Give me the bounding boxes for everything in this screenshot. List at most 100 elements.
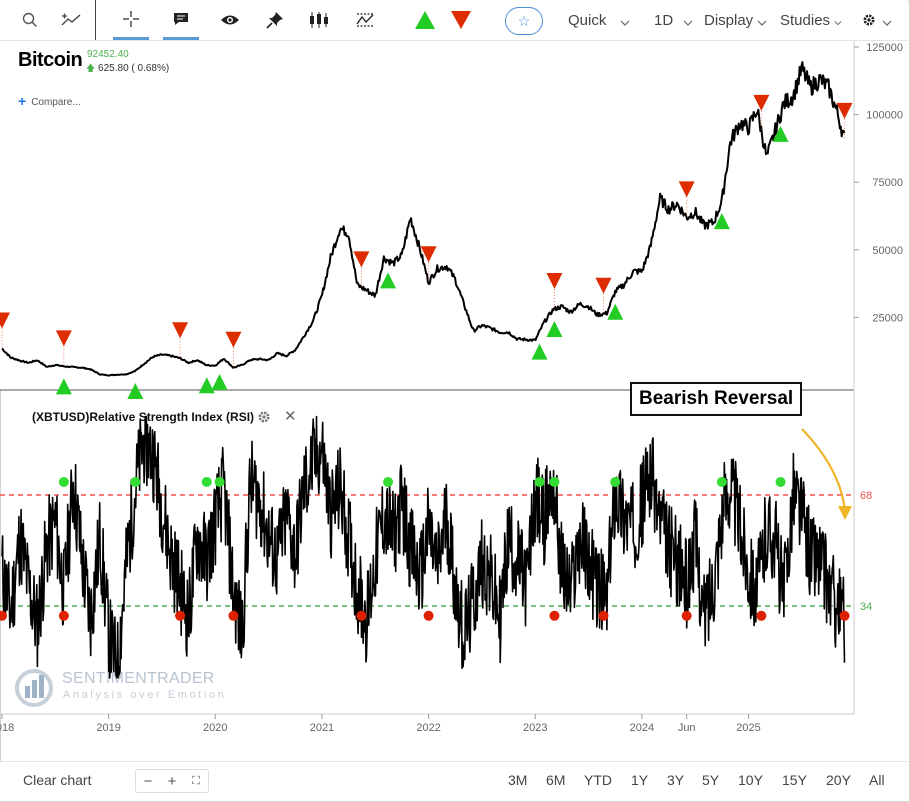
buy-marker-6 (546, 320, 563, 337)
chart-canvas[interactable]: 68 34 25000 50000 75000 100000 125000 2018 2019… (0, 41, 908, 761)
range-all-button[interactable]: All (869, 772, 885, 788)
rsi-oversold-dot-9 (756, 610, 767, 621)
display-dropdown[interactable]: Display (704, 0, 768, 40)
chevron-down-icon (882, 20, 892, 26)
sell-marker-2 (172, 322, 189, 339)
rsi-overbought-dot-4 (383, 476, 394, 487)
axis-layer: 25000 50000 75000 100000 125000 2018 2019 2020 2… (0, 42, 903, 734)
sell-signal-icon[interactable] (448, 0, 474, 40)
candlestick-icon[interactable] (306, 0, 332, 40)
price-y-tick-label-1: 50000 (872, 245, 903, 257)
rsi-overbought-dot-8 (716, 476, 727, 487)
rsi-oversold-dot-0 (0, 610, 7, 621)
studies-label: Studies (780, 11, 831, 29)
zoom-out-button[interactable]: − (143, 772, 153, 790)
range-6m-button[interactable]: 6M (546, 772, 566, 788)
x-tick-label-4: 2022 (416, 722, 440, 734)
favorite-star-button[interactable]: ☆ (505, 7, 543, 35)
buy-marker-4 (380, 272, 397, 289)
rsi-oversold-dot-5 (423, 610, 434, 621)
x-tick-label-2: 2020 (203, 722, 227, 734)
rsi-title: (XBTUSD)Relative Strength Index (RSI) (32, 410, 255, 424)
last-price: 92452.40 (87, 49, 129, 60)
bottom-bar: Clear chart − + ⛶ 3M 6M YTD 1Y 3Y 5Y 10Y… (0, 761, 908, 801)
rsi-overbought-dot-5 (534, 476, 545, 487)
rsi-oversold-dot-10 (839, 610, 850, 621)
buy-marker-3 (211, 374, 228, 391)
chevron-down-icon (757, 20, 767, 26)
up-arrow-icon: 🡅 (86, 63, 96, 73)
zoom-controls: − + ⛶ (135, 769, 209, 793)
rsi-overbought-dot-7 (610, 476, 621, 487)
rsi-overbought-dot-1 (130, 476, 141, 487)
x-tick-label-5: 2023 (523, 722, 547, 734)
x-tick-label-7: Jun (678, 722, 696, 734)
quick-dropdown[interactable]: Quick (568, 0, 643, 40)
range-5y-button[interactable]: 5Y (702, 772, 720, 788)
range-3m-button[interactable]: 3M (508, 772, 528, 788)
price-y-tick-label-0: 25000 (872, 312, 903, 324)
rsi-overbought-dot-6 (549, 476, 560, 487)
crosshair-icon[interactable] (113, 0, 149, 40)
pin-icon[interactable] (263, 0, 287, 40)
price-y-tick-label-2: 75000 (872, 177, 903, 189)
range-ytd-button[interactable]: YTD (584, 772, 612, 788)
display-label: Display (704, 11, 754, 29)
annotation-arrow (801, 428, 847, 514)
rsi-oversold-dot-7 (598, 610, 609, 621)
price-change: 🡅 625.80 ( 0.68%) (86, 61, 169, 77)
buy-signal-icon[interactable] (412, 0, 438, 40)
indicator-icon[interactable] (58, 0, 84, 40)
rsi-y-tick-label-0: 68 (860, 490, 872, 502)
studies-dropdown[interactable]: Studies (780, 0, 842, 40)
fit-button[interactable]: ⛶ (192, 774, 200, 787)
clear-chart-button[interactable]: Clear chart (23, 772, 92, 788)
price-series-layer (0, 61, 853, 399)
range-3y-button[interactable]: 3Y (667, 772, 685, 788)
buy-marker-1 (127, 382, 144, 399)
sell-marker-10 (836, 102, 853, 119)
eye-icon[interactable] (218, 0, 242, 40)
range-10y-button[interactable]: 10Y (738, 772, 763, 788)
sell-marker-5 (420, 246, 437, 263)
compare-button[interactable]: + Compare... (18, 93, 81, 109)
annotation-arrowhead (838, 506, 852, 520)
gear-icon[interactable] (257, 410, 271, 424)
buy-marker-0 (55, 378, 72, 395)
sell-marker-4 (353, 251, 370, 268)
rsi-y-tick-label-1: 34 (860, 601, 872, 613)
plus-icon: + (18, 93, 27, 109)
interval-label: 1D (654, 11, 674, 29)
buy-marker-9 (772, 125, 789, 142)
sell-marker-1 (55, 330, 72, 347)
range-15y-button[interactable]: 15Y (782, 772, 807, 788)
rsi-overbought-dot-9 (775, 476, 786, 487)
annotation-icon[interactable] (163, 0, 199, 40)
pattern-icon[interactable] (353, 0, 377, 40)
x-tick-label-3: 2021 (310, 722, 334, 734)
sentimentrader-logo-icon (15, 669, 53, 707)
buy-marker-8 (713, 213, 730, 230)
search-icon[interactable] (18, 0, 42, 40)
rsi-oversold-dot-8 (681, 610, 692, 621)
settings-dropdown[interactable] (860, 0, 894, 40)
rsi-overbought-dot-2 (201, 476, 212, 487)
close-icon[interactable]: ✕ (284, 408, 297, 425)
sell-marker-3 (225, 331, 242, 348)
zoom-in-button[interactable]: + (167, 772, 177, 790)
rsi-oversold-dot-3 (228, 610, 239, 621)
interval-dropdown[interactable]: 1D (654, 0, 696, 40)
price-change-value: 625.80 ( 0.68%) (98, 63, 170, 74)
price-pane (0, 41, 854, 390)
toolbar: ☆ Quick 1D Display Studies (0, 0, 908, 41)
quick-label: Quick (568, 11, 607, 29)
x-tick-label-8: 2025 (736, 722, 760, 734)
range-1y-button[interactable]: 1Y (631, 772, 649, 788)
sell-marker-8 (678, 181, 695, 198)
range-20y-button[interactable]: 20Y (826, 772, 851, 788)
x-tick-label-1: 2019 (96, 722, 120, 734)
chevron-down-icon (834, 20, 842, 25)
rsi-line (1, 415, 846, 679)
x-tick-label-0: 2018 (0, 722, 14, 734)
rsi-overbought-dot-0 (58, 476, 69, 487)
